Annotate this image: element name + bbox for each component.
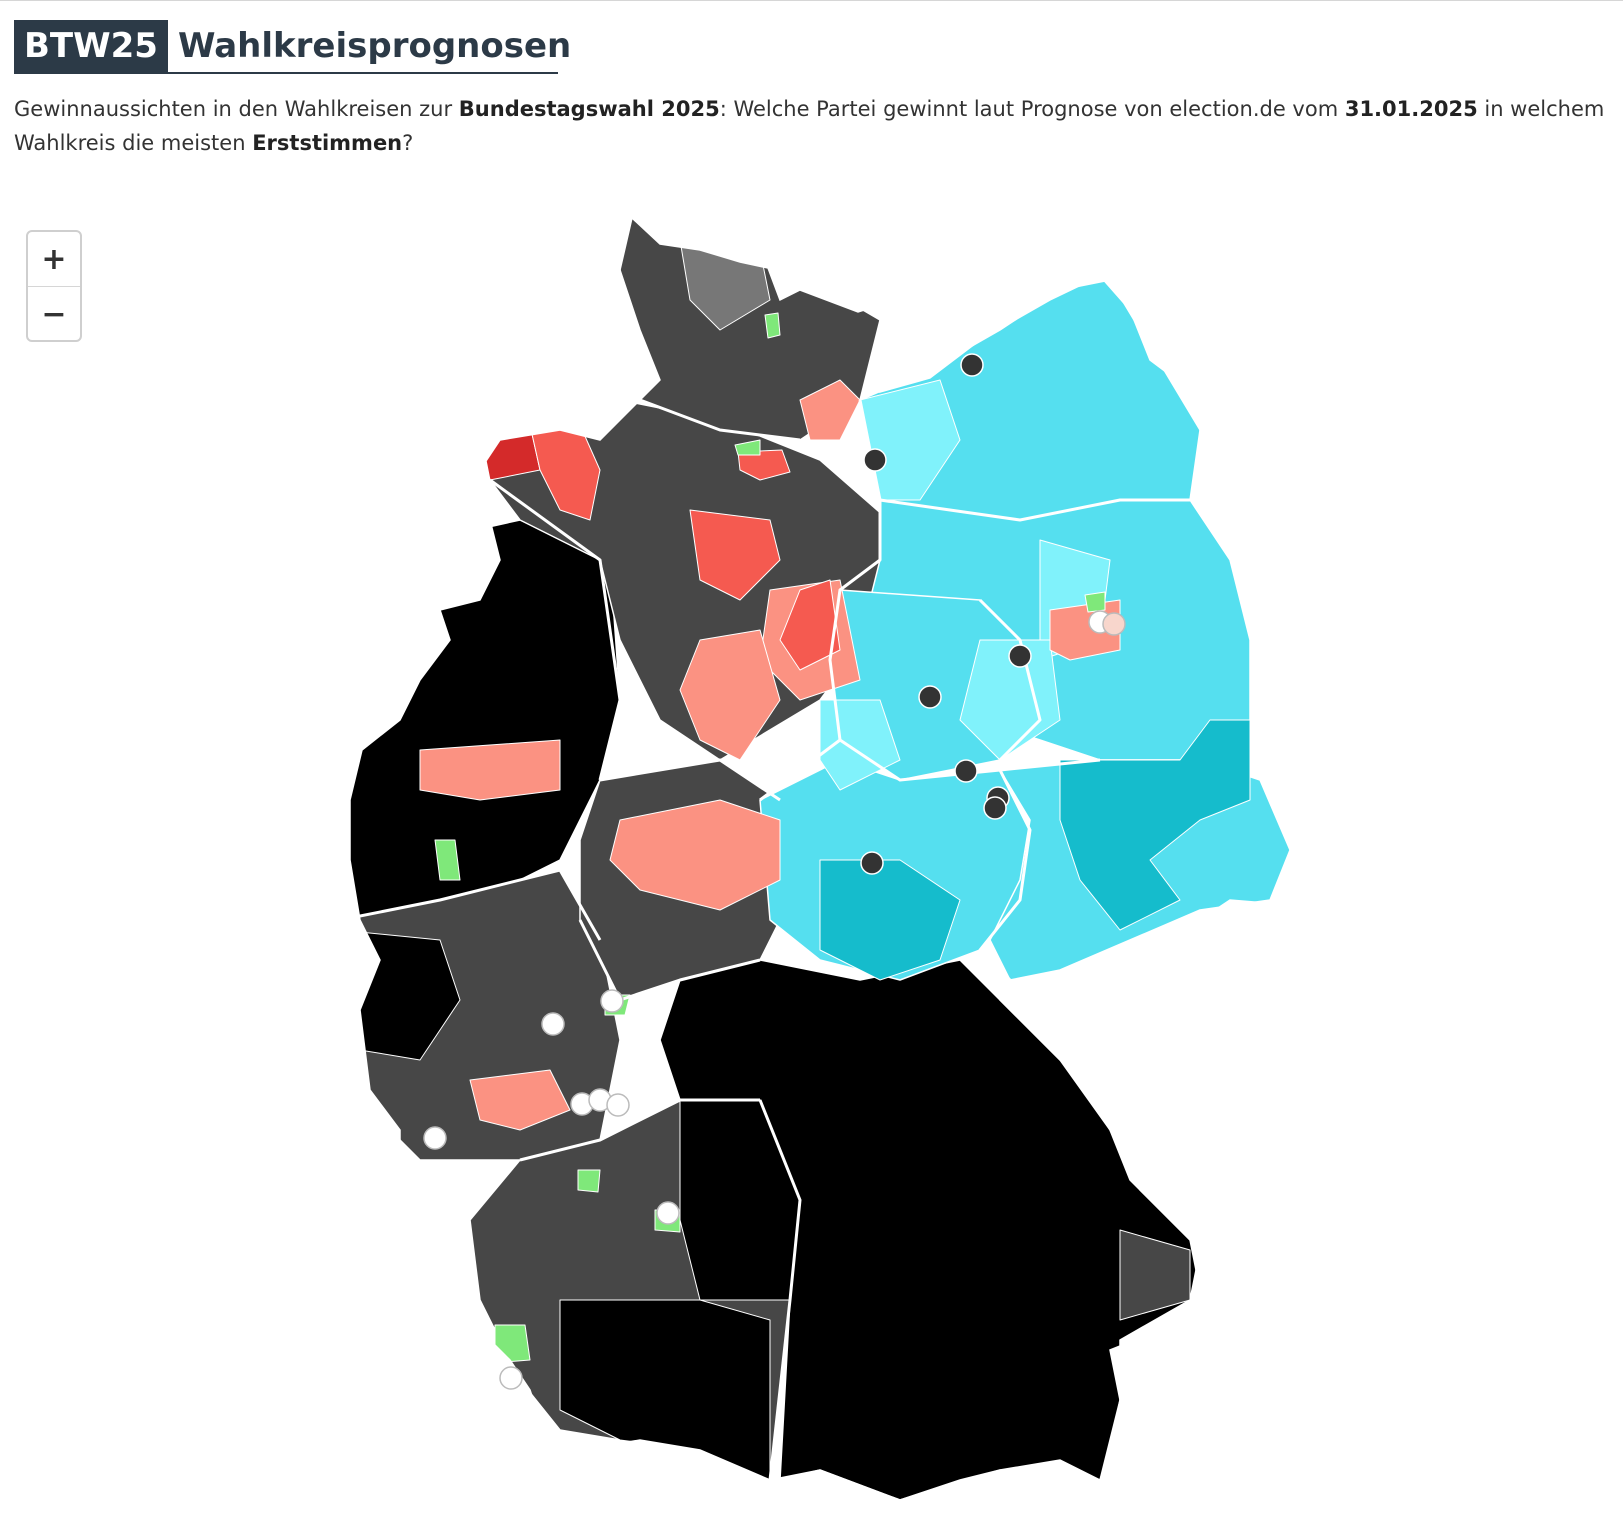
region-bw-south[interactable] <box>559 1299 771 1481</box>
marker-linke-leipzig-2[interactable] <box>983 796 1007 820</box>
region-saxony-anhalt-light[interactable] <box>959 639 1061 761</box>
region-cologne-green[interactable] <box>434 839 461 881</box>
state-border <box>578 919 761 1002</box>
subtitle-bold-3: Erststimmen <box>252 131 403 155</box>
marker-white-mannheim-3[interactable] <box>606 1093 630 1117</box>
zoom-out-button[interactable]: − <box>41 296 67 332</box>
marker-white-freiburg[interactable] <box>499 1366 523 1390</box>
marker-linke-halle[interactable] <box>954 759 978 783</box>
region-thuringia-strong[interactable] <box>819 859 961 981</box>
marker-white-saarbruecken[interactable] <box>423 1126 447 1150</box>
region-east-frisia[interactable] <box>479 424 541 481</box>
region-lueneburg-spd[interactable] <box>799 379 861 441</box>
marker-linke-rostock[interactable] <box>960 353 984 377</box>
state-border <box>839 738 1101 782</box>
region-westphalia-spd[interactable] <box>679 629 781 761</box>
region-hamburg-green[interactable] <box>734 439 761 456</box>
state-border <box>758 1099 802 1481</box>
region-ruhr-spd[interactable] <box>419 739 561 801</box>
marker-linke-magdeburg[interactable] <box>918 685 942 709</box>
btw25-badge: BTW25 <box>14 20 168 72</box>
germany-outline <box>349 216 1301 1501</box>
top-divider <box>0 0 1623 1</box>
region-goettingen-mid[interactable] <box>779 579 841 671</box>
page-header: BTW25 Wahlkreisprognosen <box>14 20 571 74</box>
marker-pink-berlin[interactable] <box>1102 612 1126 636</box>
region-hannover[interactable] <box>689 509 781 601</box>
state-border <box>489 478 622 781</box>
region-north-hesse-spd[interactable] <box>609 799 781 911</box>
marker-white-mainz[interactable] <box>541 1012 565 1036</box>
marker-linke-schwerin[interactable] <box>863 448 887 472</box>
region-freiburg-green[interactable] <box>494 1324 531 1363</box>
state-border <box>339 868 602 941</box>
region-karlsruhe-green[interactable] <box>577 1169 601 1193</box>
state-border <box>978 598 1042 762</box>
marker-white-frankfurt[interactable] <box>600 989 624 1013</box>
page-subtitle: Gewinnaussichten in den Wahlkreisen zur … <box>14 92 1614 160</box>
marker-white-stuttgart[interactable] <box>656 1201 680 1225</box>
zoom-in-button[interactable]: + <box>28 232 80 287</box>
marker-linke-potsdam[interactable] <box>1008 644 1032 668</box>
state-border <box>599 758 781 802</box>
region-kiel-green[interactable] <box>764 312 781 339</box>
state-border <box>879 498 1190 522</box>
subtitle-text-1: Gewinnaussichten in den Wahlkreisen zur <box>14 97 459 121</box>
region-palatinate-spd[interactable] <box>469 1069 571 1131</box>
marker-linke-erfurt[interactable] <box>860 851 884 875</box>
subtitle-text-2: : Welche Partei gewinnt laut Prognose vo… <box>719 97 1345 121</box>
state-border <box>519 1098 760 1162</box>
region-hamburg[interactable] <box>737 449 791 481</box>
subtitle-bold-2: 31.01.2025 <box>1344 97 1478 121</box>
zoom-control: + − <box>26 230 82 342</box>
title-row: BTW25 Wahlkreisprognosen <box>14 20 571 72</box>
page-title: Wahlkreisprognosen <box>177 26 572 66</box>
region-saxony-strong[interactable] <box>1059 719 1251 931</box>
region-nrw[interactable] <box>340 519 621 941</box>
subtitle-text-4: ? <box>402 131 414 155</box>
state-border <box>978 769 1032 982</box>
subtitle-bold-1: Bundestagswahl 2025 <box>458 97 720 121</box>
state-border <box>639 398 801 442</box>
region-berlin-green[interactable] <box>1084 591 1106 613</box>
subtitle-text-3: in welchem Wahlkreis die meisten <box>14 97 1605 155</box>
title-underline <box>14 72 558 74</box>
